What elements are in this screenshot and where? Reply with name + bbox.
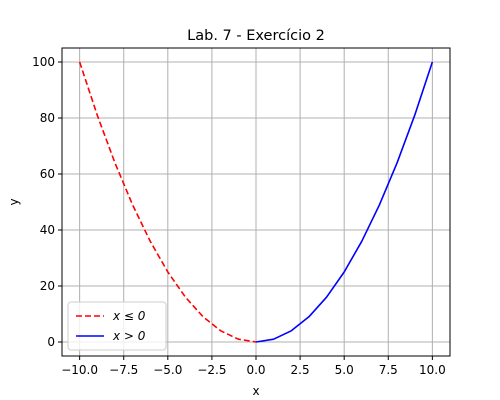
- series-line-2: [255, 61, 434, 343]
- y-tick-label: 100: [32, 55, 55, 69]
- series-line-1: [78, 61, 257, 343]
- x-axis-label: x: [252, 384, 259, 398]
- legend-label-series-2: x > 0: [112, 329, 146, 343]
- x-tick-label: 10.0: [419, 363, 446, 377]
- x-tick-label: −7.5: [109, 363, 138, 377]
- x-tick-label: 7.5: [379, 363, 398, 377]
- y-axis-label: y: [7, 198, 21, 205]
- y-tick-label: 0: [47, 335, 55, 349]
- y-tick-label: 20: [40, 279, 55, 293]
- y-tick-label: 40: [40, 223, 55, 237]
- series-layer: [78, 61, 434, 343]
- grid: [62, 48, 450, 356]
- legend-label-series-1: x ≤ 0: [112, 309, 146, 323]
- x-tick-label: −10.0: [61, 363, 98, 377]
- x-tick-label: 5.0: [335, 363, 354, 377]
- x-tick-label: −2.5: [197, 363, 226, 377]
- ticks: −10.0 −7.5 −5.0 −2.5 0.0 2.5 5.0 7.5 10.0 0 20 40 60…: [32, 55, 446, 377]
- x-tick-label: 0.0: [246, 363, 265, 377]
- chart-title: Lab. 7 - Exercício 2: [187, 28, 325, 44]
- legend: x ≤ 0 x > 0: [67, 301, 167, 351]
- legend-box: [67, 301, 167, 351]
- y-tick-label: 80: [40, 111, 55, 125]
- y-tick-label: 60: [40, 167, 55, 181]
- x-tick-label: −5.0: [153, 363, 182, 377]
- x-tick-label: 2.5: [291, 363, 310, 377]
